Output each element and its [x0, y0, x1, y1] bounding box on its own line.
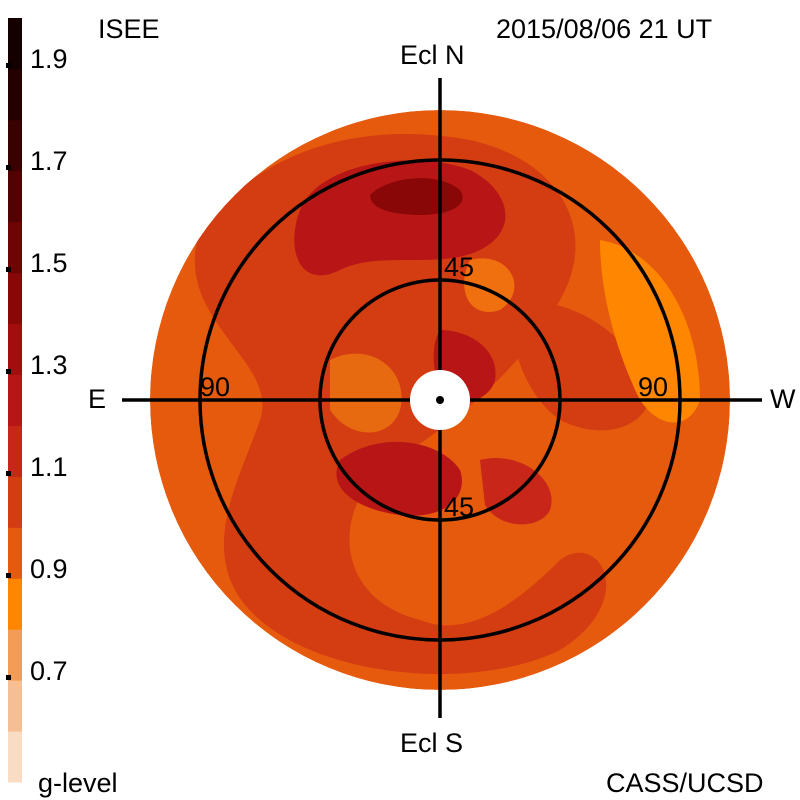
- ring-label-45-bottom: 45: [444, 492, 475, 522]
- colorbar-tick-mark: [6, 267, 11, 272]
- quantity-label: g-level: [38, 768, 118, 798]
- colorbar-tick-mark: [6, 63, 11, 68]
- colorbar-segment: [8, 119, 22, 172]
- colorbar-segment: [8, 476, 22, 528]
- sun-center-dot: [436, 396, 444, 404]
- colorbar-segment: [8, 170, 22, 223]
- colorbar-tick-mark: [6, 573, 11, 578]
- contour-mid-2: [513, 300, 650, 431]
- colorbar-tick-label: 0.9: [30, 554, 68, 584]
- colorbar-segment: [8, 221, 22, 274]
- colorbar-tick-label: 1.7: [30, 146, 68, 176]
- colorbar-segment: [8, 680, 22, 732]
- colorbar-segment: [8, 731, 22, 783]
- colorbar-tick-label: 1.9: [30, 44, 68, 74]
- ring-label-45-top: 45: [444, 252, 475, 282]
- colorbar-tick-mark: [6, 471, 11, 476]
- axis-label-east: E: [88, 384, 107, 414]
- colorbar-tick-mark: [6, 369, 11, 374]
- colorbar-tick-mark: [6, 165, 11, 170]
- colorbar-segment: [8, 578, 22, 630]
- colorbar-segment: [8, 323, 22, 376]
- axis-label-south: Ecl S: [400, 728, 464, 758]
- axis-label-north: Ecl N: [400, 40, 465, 70]
- colorbar-segment: [8, 425, 22, 477]
- colorbar-segment: [8, 68, 22, 121]
- colorbar-tick-label: 0.7: [30, 656, 68, 686]
- axis-label-west: W: [770, 384, 796, 414]
- colorbar-tick-label: 1.1: [30, 452, 68, 482]
- colorbar-tick-label: 1.5: [30, 248, 68, 278]
- colorbar-tick-label: 1.3: [30, 350, 68, 380]
- timestamp-label: 2015/08/06 21 UT: [496, 14, 713, 44]
- colorbar-segment: [8, 374, 22, 426]
- colorbar: [6, 18, 22, 783]
- colorbar-segment: [8, 272, 22, 325]
- source-label: ISEE: [98, 14, 160, 44]
- ring-label-90-right: 90: [638, 372, 669, 402]
- colorbar-segment: [8, 527, 22, 579]
- colorbar-segment: [8, 18, 22, 70]
- colorbar-segment: [8, 629, 22, 681]
- coordinate-grid: [122, 78, 762, 718]
- contour-light-left: [330, 353, 402, 433]
- contour-light-right: [600, 240, 700, 423]
- ring-label-90-left: 90: [200, 372, 231, 402]
- credit-label: CASS/UCSD: [606, 768, 764, 798]
- colorbar-tick-mark: [6, 675, 11, 680]
